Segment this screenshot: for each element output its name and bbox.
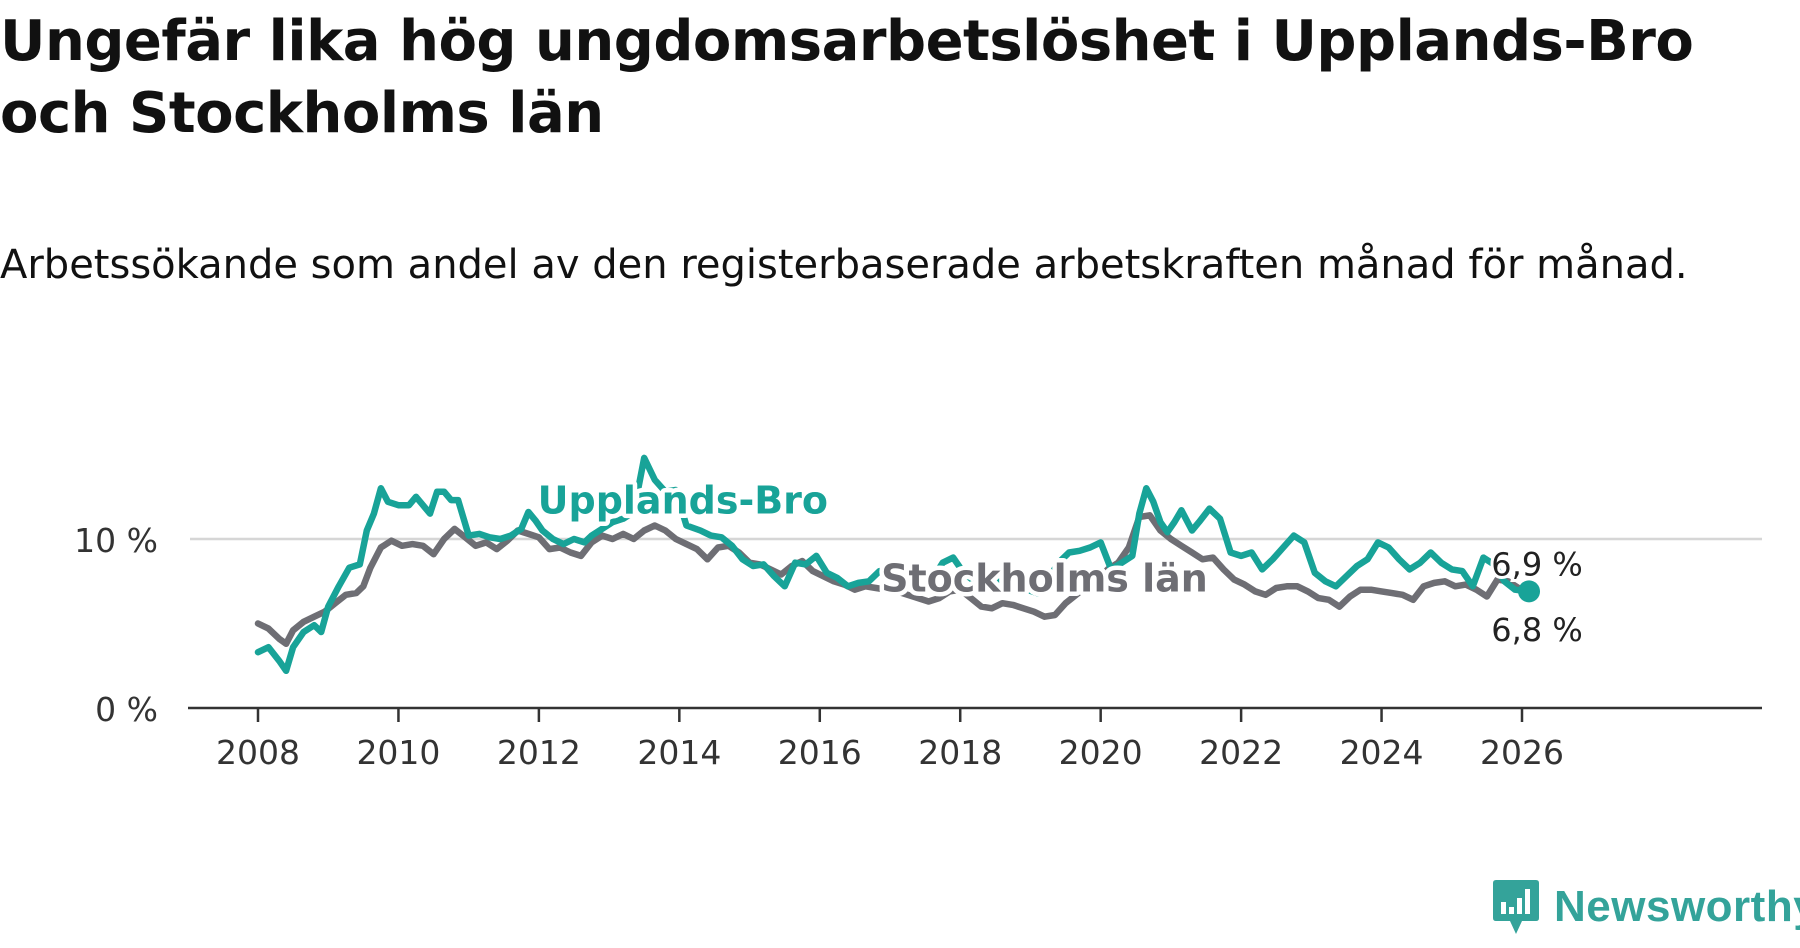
x-tick-label: 2024	[1340, 733, 1424, 772]
newsworthy-logo-icon	[1493, 880, 1539, 934]
x-tick-label: 2008	[216, 733, 300, 772]
x-tick-label: 2026	[1480, 733, 1564, 772]
series-labels: Upplands-Bro Stockholms län 6,9 % 6,8 %	[533, 474, 1586, 652]
chart-title: Ungefär lika hög ungdomsarbetslöshet i U…	[0, 9, 1694, 146]
end-point-marker	[1518, 580, 1541, 603]
series-label-stockholms-lan: Stockholms län	[881, 556, 1208, 600]
chart-subtitle: Arbetssökande som andel av den registerb…	[0, 242, 1688, 288]
y-tick-label: 0 %	[95, 690, 158, 729]
gridlines: 0 % 10 %	[74, 521, 1762, 729]
x-tick-label: 2014	[637, 733, 721, 772]
series-line-upplands-bro	[254, 454, 1533, 675]
x-tick-label: 2018	[918, 733, 1002, 772]
x-tick-label: 2020	[1059, 733, 1143, 772]
newsworthy-logo[interactable]: Newsworthy	[1492, 876, 1800, 938]
series-layer	[254, 454, 1541, 675]
x-tick-label: 2010	[356, 733, 440, 772]
brand-name: Newsworthy	[1554, 882, 1800, 931]
x-tick-label: 2016	[778, 733, 862, 772]
series-line-stockholms-l-n	[254, 512, 1533, 648]
y-tick-label: 10 %	[74, 521, 158, 560]
series-label-upplands-bro: Upplands-Bro	[538, 479, 828, 523]
x-tick-label: 2022	[1199, 733, 1283, 772]
end-label-stockholms-lan: 6,8 %	[1491, 611, 1582, 649]
end-label-upplands-bro: 6,9 %	[1491, 545, 1582, 583]
x-axis: 2008 2010 2012 2014 2016 2018 2020 2022 2024 2026	[188, 706, 1762, 772]
x-tick-label: 2012	[497, 733, 581, 772]
